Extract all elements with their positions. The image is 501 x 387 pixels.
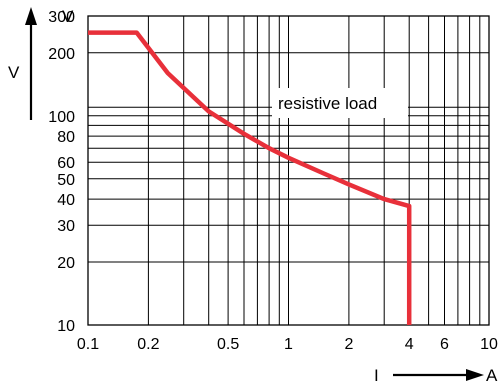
x-axis-symbol: I (374, 366, 379, 385)
y-tick-label: 300 (48, 9, 75, 26)
x-tick-label: 0.2 (137, 336, 159, 353)
x-unit-label: A (486, 366, 498, 385)
y-tick-label: 80 (57, 129, 75, 146)
y-unit-label: V (62, 7, 74, 26)
x-axis-arrow-head (466, 369, 484, 381)
y-axis-symbol: V (8, 63, 20, 82)
x-tick-label: 2 (344, 336, 353, 353)
x-tick-label: 0.1 (77, 336, 99, 353)
x-tick-label: 0.5 (217, 336, 239, 353)
y-tick-label: 50 (57, 172, 75, 189)
x-tick-label: 1 (284, 336, 293, 353)
annotation-resistive-load: resistive load (278, 94, 377, 113)
y-tick-label: 100 (48, 109, 75, 126)
series-line (88, 30, 412, 325)
x-tick-label: 6 (440, 336, 449, 353)
y-tick-label: 60 (57, 155, 75, 172)
y-tick-label: 30 (57, 218, 75, 235)
x-tick-label: 10 (480, 336, 498, 353)
annotation-box: resistive load (272, 88, 408, 118)
y-tick-label: 10 (57, 318, 75, 335)
grid (87, 15, 490, 326)
plot-frame (87, 15, 490, 326)
series-layer (88, 30, 412, 325)
y-axis-arrow-head (25, 7, 37, 25)
x-tick-labels: 0.1 0.2 0.5 1 2 4 6 10 (77, 336, 498, 353)
y-tick-label: 20 (57, 255, 75, 272)
annotation-background (272, 88, 408, 118)
x-tick-label: 4 (405, 336, 414, 353)
y-tick-label: 200 (48, 46, 75, 63)
y-tick-label: 40 (57, 192, 75, 209)
